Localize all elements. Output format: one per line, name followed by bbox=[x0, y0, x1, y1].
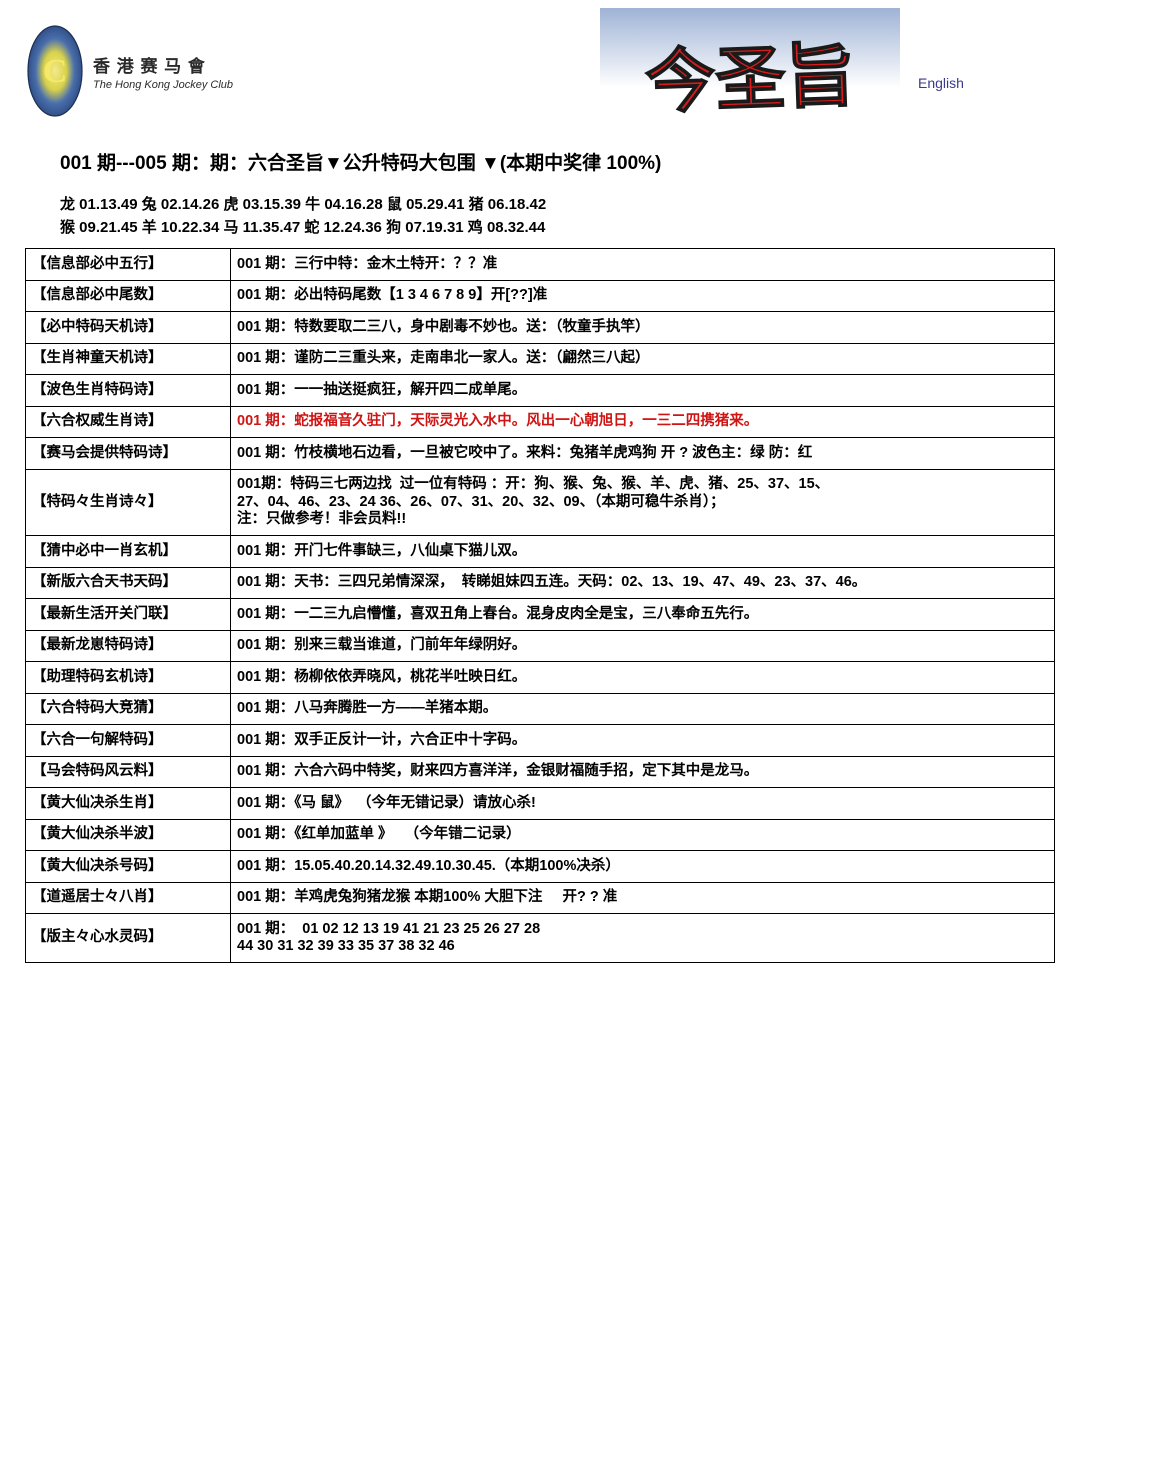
svg-text:C: C bbox=[43, 53, 68, 90]
svg-text:今圣旨: 今圣旨 bbox=[644, 37, 857, 118]
